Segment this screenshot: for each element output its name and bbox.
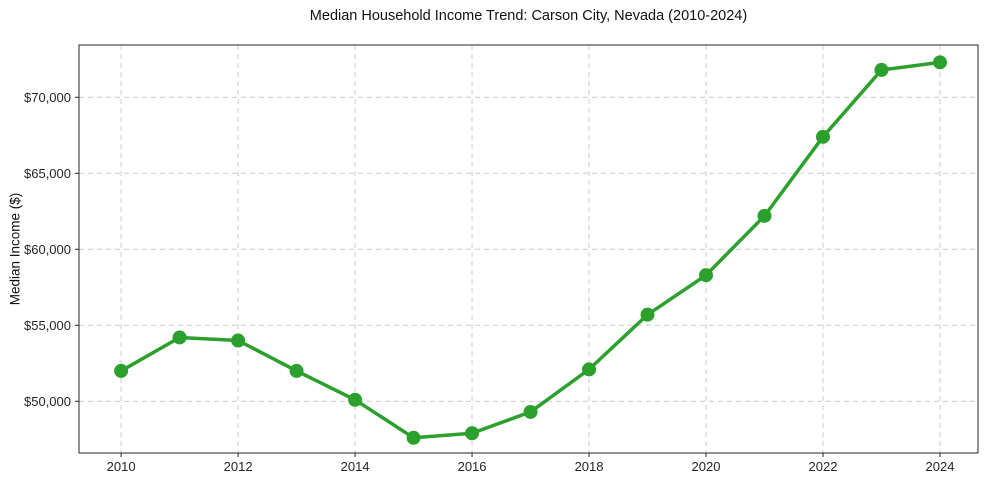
x-tick-label: 2014 bbox=[341, 459, 370, 474]
x-tick-label: 2018 bbox=[575, 459, 604, 474]
data-point bbox=[465, 426, 480, 441]
data-point bbox=[816, 129, 830, 144]
y-tick-label: $60,000 bbox=[24, 242, 71, 257]
chart-title: Median Household Income Trend: Carson Ci… bbox=[309, 8, 748, 24]
y-axis-label: Median Income ($) bbox=[7, 192, 23, 306]
y-tick-label: $55,000 bbox=[24, 318, 71, 333]
data-point bbox=[757, 208, 772, 223]
data-point bbox=[523, 404, 538, 419]
data-point bbox=[582, 362, 597, 377]
x-tick-label: 2020 bbox=[692, 459, 721, 474]
y-tick-label: $65,000 bbox=[24, 166, 71, 181]
income-trend-line bbox=[119, 60, 942, 440]
data-point bbox=[231, 333, 246, 348]
x-tick-label: 2024 bbox=[926, 459, 955, 474]
x-tick-label: 2016 bbox=[458, 459, 487, 474]
y-tick-label: $70,000 bbox=[24, 90, 71, 105]
x-tick-label: 2010 bbox=[107, 459, 136, 474]
y-tick-label: $50,000 bbox=[24, 394, 71, 409]
data-point bbox=[114, 363, 129, 378]
data-point bbox=[172, 330, 187, 345]
data-point bbox=[874, 62, 889, 77]
x-tick-label: 2012 bbox=[224, 459, 253, 474]
x-tick-label: 2022 bbox=[809, 459, 838, 474]
plot-border bbox=[78, 44, 979, 454]
data-point bbox=[348, 392, 363, 407]
data-point bbox=[406, 430, 421, 445]
data-point bbox=[640, 307, 655, 322]
data-point bbox=[699, 268, 714, 283]
data-point bbox=[932, 55, 947, 70]
data-point bbox=[289, 363, 304, 378]
